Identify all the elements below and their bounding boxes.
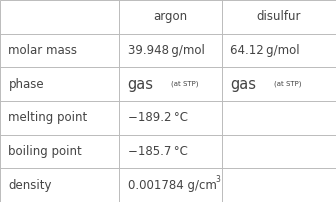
Text: gas: gas: [128, 77, 154, 92]
Text: 0.001784 g/cm: 0.001784 g/cm: [128, 179, 217, 192]
Text: gas: gas: [230, 77, 256, 92]
Text: argon: argon: [154, 10, 187, 23]
Text: phase: phase: [8, 78, 44, 91]
Text: molar mass: molar mass: [8, 44, 77, 57]
Text: 3: 3: [216, 175, 221, 184]
Text: boiling point: boiling point: [8, 145, 82, 158]
Text: (at STP): (at STP): [274, 81, 301, 87]
Text: melting point: melting point: [8, 111, 88, 124]
Text: −189.2 °C: −189.2 °C: [128, 111, 188, 124]
Text: (at STP): (at STP): [171, 81, 199, 87]
Text: disulfur: disulfur: [257, 10, 301, 23]
Text: density: density: [8, 179, 52, 192]
Text: 39.948 g/mol: 39.948 g/mol: [128, 44, 205, 57]
Text: 64.12 g/mol: 64.12 g/mol: [230, 44, 300, 57]
Text: −185.7 °C: −185.7 °C: [128, 145, 187, 158]
